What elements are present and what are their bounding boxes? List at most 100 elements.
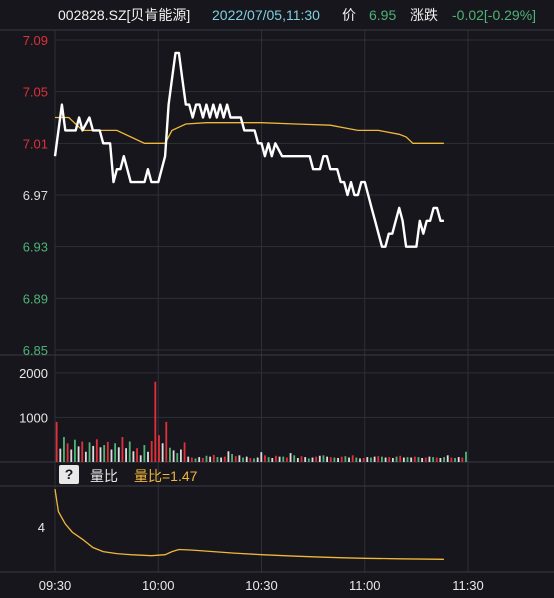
- price-tick-label: 7.01: [23, 136, 48, 151]
- volume-bar: [311, 457, 314, 462]
- ratio-tick-label: 4: [38, 520, 45, 535]
- volume-bar: [121, 437, 124, 462]
- series-lines: [53, 51, 444, 560]
- volume-bar: [443, 457, 445, 462]
- volume-tick-label: 2000: [19, 366, 48, 381]
- volume-bar: [245, 456, 248, 462]
- volume-bar: [391, 457, 394, 462]
- volume-bar: [410, 457, 413, 462]
- volume-bar: [465, 451, 467, 462]
- volume-bar: [150, 441, 153, 462]
- volume-bar: [359, 458, 361, 462]
- volume-bar: [59, 448, 62, 462]
- volume-bar: [384, 457, 387, 462]
- volume-bar: [326, 456, 329, 462]
- volume-bar: [296, 457, 299, 462]
- price-axis: 7.09 7.05 7.01 6.97 6.93 6.89 6.85: [23, 33, 48, 358]
- volume-bar: [377, 456, 380, 462]
- volume-bar: [223, 456, 226, 462]
- volume-bar: [66, 443, 69, 462]
- volume-bar: [285, 457, 288, 462]
- volume-bar: [99, 447, 102, 462]
- volume-bar: [322, 455, 325, 462]
- volume-bar: [289, 453, 292, 462]
- volume-bar: [450, 457, 453, 462]
- volume-bar: [333, 457, 336, 462]
- volume-bar: [198, 457, 201, 462]
- volume-bar: [139, 455, 142, 462]
- volume-bars: [55, 381, 467, 462]
- volume-bar: [461, 457, 464, 462]
- volume-bar: [106, 441, 109, 462]
- price-tick-label: 6.93: [23, 240, 48, 255]
- volume-bar: [132, 451, 135, 462]
- volume-bar: [278, 456, 281, 462]
- volume-bar: [337, 457, 339, 462]
- price-line: [53, 51, 444, 248]
- volume-bar: [351, 455, 354, 462]
- volume-bar: [275, 455, 277, 462]
- volume-bar: [216, 457, 219, 462]
- volume-bar: [84, 451, 87, 462]
- volume-bar: [92, 445, 95, 462]
- volume-bar: [439, 457, 442, 462]
- volume-bar: [242, 457, 244, 462]
- volume-bar: [329, 457, 332, 462]
- chart-header: 002828.SZ[贝肯能源] 2022/07/05,11:30 价 6.95 …: [0, 0, 554, 30]
- volume-bar: [318, 455, 321, 462]
- volume-bar: [161, 443, 164, 462]
- volume-bar: [282, 456, 285, 462]
- volume-bar: [136, 448, 138, 462]
- help-button[interactable]: ?: [59, 465, 79, 484]
- volume-bar: [355, 457, 358, 462]
- time-tick-label: 11:00: [349, 578, 381, 593]
- volume-bar: [399, 455, 402, 462]
- volume-bar: [234, 456, 237, 462]
- volume-bar: [154, 381, 157, 462]
- indicator-name[interactable]: 量比: [90, 468, 118, 484]
- stock-name: 002828.SZ[贝肯能源]: [58, 7, 191, 23]
- volume-bar: [194, 458, 197, 462]
- volume-bar: [381, 456, 383, 462]
- volume-bar: [103, 445, 106, 462]
- volume-bar: [432, 457, 435, 462]
- volume-bar: [446, 455, 449, 462]
- volume-bar: [55, 421, 58, 462]
- price-value: 6.95: [369, 7, 397, 23]
- volume-bar: [454, 457, 456, 462]
- volume-bar: [88, 442, 91, 462]
- volume-bar: [143, 445, 146, 462]
- volume-bar: [158, 435, 160, 462]
- volume-tick-label: 1000: [19, 410, 48, 425]
- price-tick-label: 6.85: [23, 343, 48, 358]
- time-tick-label: 11:30: [452, 578, 484, 593]
- volume-bar: [110, 449, 113, 462]
- volume-bar: [95, 439, 98, 462]
- volume-bar: [256, 457, 259, 462]
- volume-bar: [179, 449, 182, 462]
- price-tick-label: 6.89: [23, 291, 48, 306]
- volume-bar: [260, 452, 263, 462]
- volume-bar: [315, 456, 318, 462]
- volume-bar: [428, 456, 431, 462]
- volume-bar: [201, 457, 204, 462]
- volume-bar: [63, 437, 65, 462]
- volume-bar: [373, 456, 376, 462]
- volume-bar: [366, 457, 369, 462]
- volume-ratio-line: [54, 489, 444, 560]
- volume-bar: [307, 458, 310, 462]
- volume-bar: [169, 447, 171, 462]
- average-price-line: [55, 116, 444, 144]
- volume-bar: [249, 457, 252, 462]
- time-tick-label: 10:30: [245, 578, 278, 593]
- price-label: 价: [342, 7, 356, 23]
- volume-bar: [212, 454, 215, 462]
- volume-bar: [128, 441, 131, 462]
- volume-bar: [388, 457, 391, 462]
- volume-bar: [147, 451, 149, 462]
- price-tick-label: 7.05: [23, 85, 48, 100]
- volume-bar: [457, 457, 460, 462]
- volume-bar: [117, 447, 120, 462]
- volume-bar: [417, 457, 420, 462]
- volume-bar: [172, 450, 175, 462]
